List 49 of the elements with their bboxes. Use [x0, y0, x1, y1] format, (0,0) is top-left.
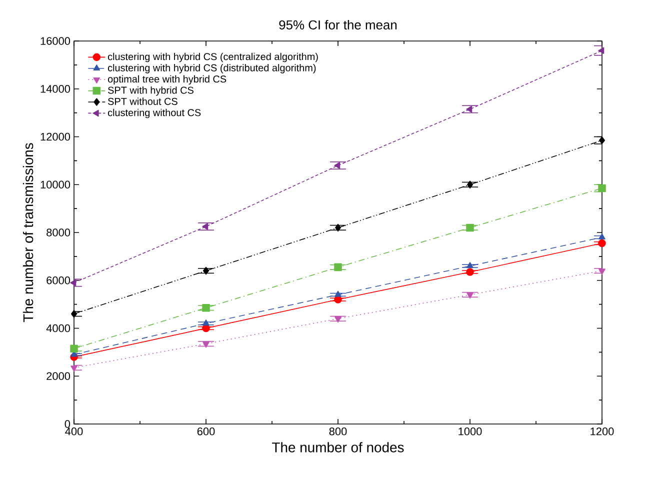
point [466, 292, 474, 299]
point [70, 279, 76, 286]
x-tick-label: 600 [197, 428, 215, 436]
point [202, 223, 208, 230]
y-tick-label: 4000 [46, 324, 70, 332]
point [202, 266, 210, 275]
point [598, 268, 606, 275]
x-axis-title: The number of nodes [272, 442, 404, 452]
point [598, 136, 606, 144]
point [70, 344, 78, 352]
point [466, 268, 474, 276]
point [334, 290, 342, 297]
legend-label: clustering with hybrid CS (distributed algorithm) [108, 64, 316, 74]
point [70, 310, 78, 318]
point [598, 233, 606, 240]
point [334, 263, 342, 272]
point [202, 304, 210, 312]
point [202, 320, 210, 326]
point [466, 180, 474, 188]
y-tick-label: 0 [64, 420, 70, 428]
y-axis-title: The number of transmissions [22, 143, 34, 322]
x-tick-label: 800 [329, 428, 347, 436]
point [466, 262, 474, 268]
x-tick-label: 1000 [458, 428, 482, 436]
legend-label: SPT without CS [108, 98, 178, 105]
point [70, 366, 78, 372]
point [466, 224, 474, 232]
point [466, 106, 472, 113]
legend-label: clustering with hybrid CS (centralized algorithm) [108, 52, 318, 62]
y-tick-label: 16000 [40, 37, 70, 45]
y-tick-label: 10000 [40, 180, 70, 188]
point [598, 239, 606, 248]
point [202, 342, 210, 348]
point [334, 316, 342, 323]
legend-label: optimal tree with hybrid CS [108, 75, 226, 85]
point [334, 224, 342, 232]
x-tick-label: 1200 [590, 428, 614, 436]
y-tick-label: 8000 [46, 228, 70, 236]
x-tick-label: 400 [65, 428, 83, 436]
legend-label: clustering without CS [108, 108, 201, 118]
chart-title: 95% CI for the mean [279, 20, 397, 30]
legend-label: SPT with hybrid CS [108, 86, 194, 96]
point [598, 184, 606, 192]
y-tick-label: 6000 [46, 276, 70, 284]
y-tick-label: 12000 [40, 132, 70, 141]
point [334, 296, 342, 304]
y-tick-label: 14000 [40, 84, 70, 93]
point [334, 162, 340, 169]
y-tick-label: 2000 [46, 372, 70, 380]
